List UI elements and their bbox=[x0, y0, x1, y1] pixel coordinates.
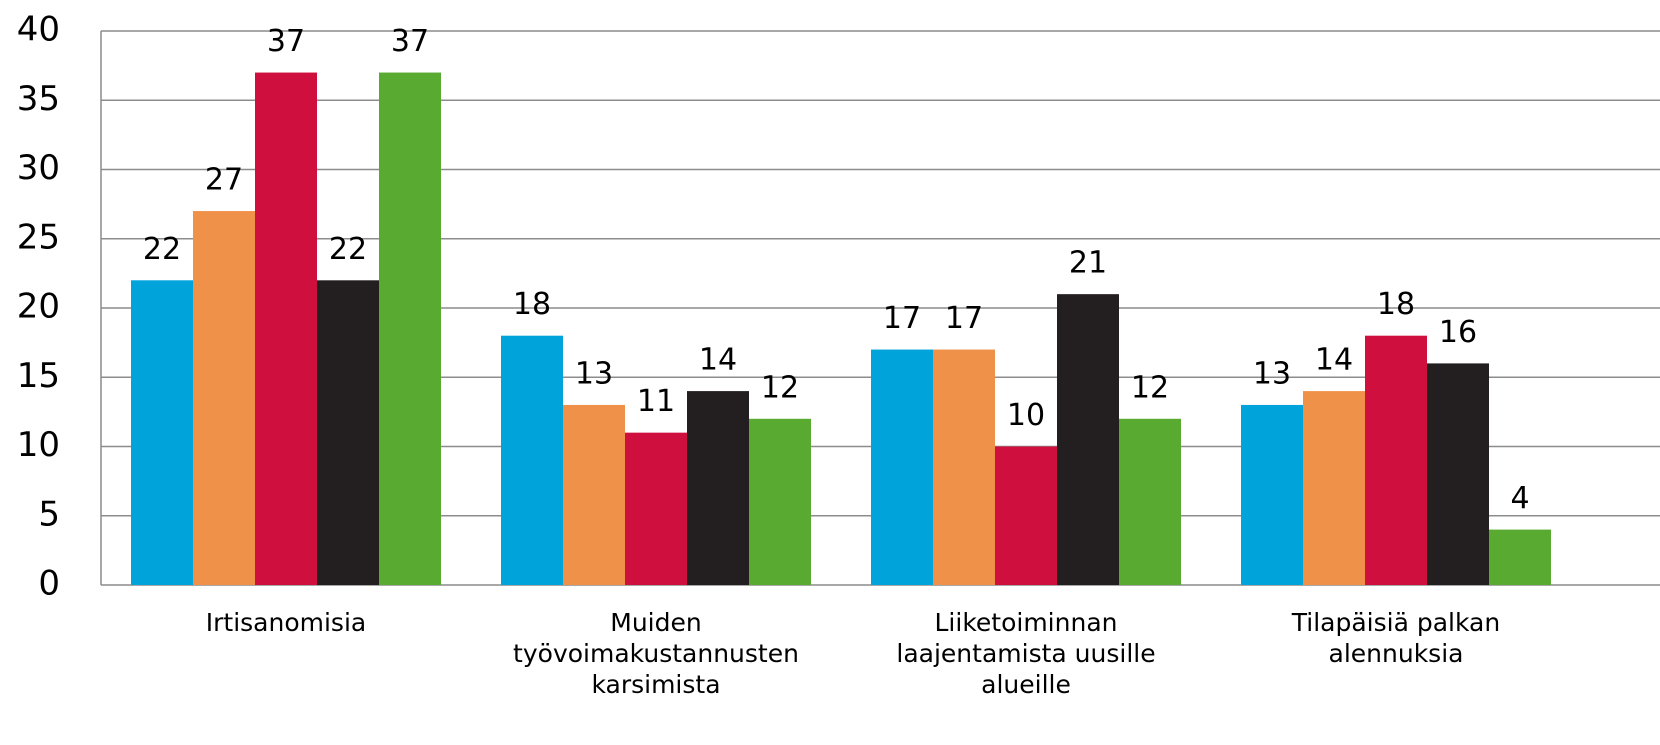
y-tick-label: 20 bbox=[17, 287, 60, 327]
data-label: 12 bbox=[1131, 370, 1169, 405]
data-label: 14 bbox=[1315, 343, 1353, 378]
bar bbox=[1365, 335, 1427, 585]
bar bbox=[933, 349, 995, 585]
bar bbox=[1489, 529, 1551, 585]
data-label: 37 bbox=[267, 24, 305, 59]
bar bbox=[995, 446, 1057, 585]
bar bbox=[625, 432, 687, 585]
data-label: 14 bbox=[699, 343, 737, 378]
y-tick-label: 0 bbox=[38, 564, 60, 604]
x-tick-label: Liiketoiminnan laajentamista uusille alu… bbox=[896, 608, 1156, 699]
bar bbox=[193, 211, 255, 586]
bar bbox=[1303, 391, 1365, 585]
x-tick-label: Tilapäisiä palkan alennuksia bbox=[1291, 608, 1501, 668]
data-label: 13 bbox=[1253, 356, 1291, 391]
y-tick-label: 40 bbox=[17, 10, 60, 50]
data-label: 11 bbox=[637, 384, 675, 419]
data-label: 18 bbox=[513, 287, 551, 322]
data-label: 10 bbox=[1007, 398, 1045, 433]
y-tick-label: 35 bbox=[17, 79, 60, 119]
bar bbox=[563, 404, 625, 585]
bar bbox=[687, 391, 749, 585]
y-tick-label: 25 bbox=[17, 217, 60, 257]
bar bbox=[871, 349, 933, 585]
data-label: 17 bbox=[945, 301, 983, 336]
bar bbox=[1241, 404, 1303, 585]
data-label: 21 bbox=[1069, 246, 1107, 281]
y-tick-label: 30 bbox=[17, 148, 60, 188]
bar bbox=[501, 335, 563, 585]
bar bbox=[749, 418, 811, 585]
data-label: 13 bbox=[575, 356, 613, 391]
bar bbox=[317, 280, 379, 585]
data-label: 37 bbox=[391, 24, 429, 59]
bar bbox=[255, 72, 317, 586]
x-tick-label: Muiden työvoimakustannusten karsimista bbox=[513, 608, 799, 699]
x-tick-label: Irtisanomisia bbox=[205, 608, 367, 637]
data-label: 12 bbox=[761, 370, 799, 405]
bar bbox=[1057, 294, 1119, 585]
data-label: 22 bbox=[143, 232, 181, 267]
bar bbox=[131, 280, 193, 585]
y-tick-label: 15 bbox=[17, 356, 60, 396]
bar bbox=[1427, 363, 1489, 585]
data-label: 17 bbox=[883, 301, 921, 336]
data-label: 22 bbox=[329, 232, 367, 267]
data-label: 4 bbox=[1510, 481, 1529, 516]
data-label: 16 bbox=[1439, 315, 1477, 350]
y-tick-label: 5 bbox=[38, 494, 60, 534]
bar bbox=[379, 72, 441, 586]
data-label: 18 bbox=[1377, 287, 1415, 322]
y-tick-label: 10 bbox=[17, 425, 60, 465]
data-label: 27 bbox=[205, 163, 243, 198]
bar bbox=[1119, 418, 1181, 585]
